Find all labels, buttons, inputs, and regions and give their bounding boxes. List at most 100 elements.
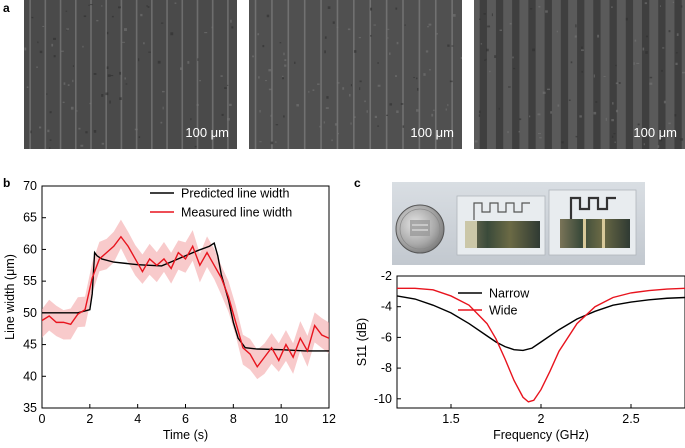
micrograph-speckle xyxy=(426,26,430,28)
micrograph-speckle xyxy=(283,52,285,56)
micrograph-speckle xyxy=(266,14,270,18)
y-tick-label: 65 xyxy=(23,211,37,225)
error-band xyxy=(42,219,329,380)
micrograph-speckle xyxy=(78,127,81,130)
micrograph-speckle xyxy=(491,13,493,17)
micrograph-stripe xyxy=(418,0,421,149)
micrograph-speckle xyxy=(317,83,320,85)
legend-label: Predicted line width xyxy=(181,187,289,201)
micrograph-speckle xyxy=(30,130,32,134)
micrograph-speckle xyxy=(282,75,284,78)
series-line xyxy=(397,295,685,352)
micrograph-speckle xyxy=(342,87,345,90)
micrograph-speckle xyxy=(308,90,310,93)
micrograph-speckle xyxy=(147,6,150,8)
y-tick-label: 70 xyxy=(23,179,37,193)
micrograph-stripe xyxy=(120,0,123,149)
micrograph-speckle xyxy=(485,58,487,61)
micrograph-stripe xyxy=(151,0,153,149)
micrograph-speckle xyxy=(36,66,38,68)
micrograph-stripe xyxy=(320,0,322,149)
micrograph-speckle xyxy=(353,50,357,53)
micrograph-speckle xyxy=(65,10,68,12)
micrograph-stripe xyxy=(181,0,184,149)
micrograph-background xyxy=(24,0,237,149)
micrograph-speckle xyxy=(111,15,114,18)
micrograph-speckle xyxy=(259,141,262,143)
micrograph-2-image xyxy=(249,0,462,149)
micrograph-speckle xyxy=(194,145,197,148)
y-tick-label: -10 xyxy=(374,392,392,406)
micrograph-speckle xyxy=(76,110,78,112)
micrograph-speckle xyxy=(324,36,327,39)
micrograph-3: 100 μm xyxy=(474,0,685,149)
micrograph-speckle xyxy=(386,114,388,116)
micrograph-speckle xyxy=(53,55,56,58)
micrograph-speckle xyxy=(26,86,29,88)
micrograph-speckle xyxy=(258,76,260,79)
micrograph-speckle xyxy=(668,30,671,33)
micrograph-speckle xyxy=(72,79,74,83)
micrograph-speckle xyxy=(331,139,333,142)
micrograph-speckle xyxy=(358,37,361,39)
micrograph-speckle xyxy=(350,122,352,125)
micrograph-speckle xyxy=(425,50,429,53)
micrograph-speckle xyxy=(615,109,618,113)
micrograph-speckle xyxy=(24,47,27,51)
legend-label: Narrow xyxy=(489,287,530,301)
micrograph-speckle xyxy=(121,41,125,43)
micrograph-stripe xyxy=(658,0,666,149)
micrograph-speckle xyxy=(101,5,103,7)
micrograph-speckle xyxy=(190,118,192,121)
micrograph-speckle xyxy=(661,69,663,72)
micrograph-speckle xyxy=(637,123,640,126)
micrograph-speckle xyxy=(529,8,533,10)
micrograph-stripe xyxy=(29,0,31,149)
micrograph-speckle xyxy=(202,133,204,137)
micrograph-speckle xyxy=(611,119,614,122)
micrograph-speckle xyxy=(509,22,512,25)
micrograph-speckle xyxy=(296,104,299,107)
scale-bar-label-2: 100 μm xyxy=(410,125,454,140)
micrograph-speckle xyxy=(413,76,415,79)
micrograph-speckle xyxy=(447,103,449,107)
panel-label-c: c xyxy=(354,176,361,190)
micrograph-speckle xyxy=(105,92,109,96)
wide-device-icon xyxy=(548,189,637,256)
series-line xyxy=(42,235,329,369)
micrograph-speckle xyxy=(389,103,393,106)
micrograph-speckle xyxy=(389,52,391,55)
micrograph-speckle xyxy=(610,6,613,8)
micrograph-stripe xyxy=(353,0,355,149)
micrograph-speckle xyxy=(221,113,224,116)
micrograph-speckle xyxy=(668,122,671,125)
micrograph-speckle xyxy=(119,71,122,75)
micrograph-speckle xyxy=(259,110,261,113)
micrograph-speckle xyxy=(268,69,272,72)
micrograph-speckle xyxy=(512,56,514,59)
micrograph-speckle xyxy=(106,66,109,69)
micrograph-speckle xyxy=(370,7,373,11)
micrograph-speckle xyxy=(675,62,678,65)
micrograph-speckle xyxy=(539,137,542,139)
micrograph-speckle xyxy=(60,50,64,52)
micrograph-speckle xyxy=(364,100,366,103)
x-tick-label: 4 xyxy=(134,412,141,426)
micrograph-speckle xyxy=(157,60,161,64)
micrograph-speckle xyxy=(396,110,399,114)
scale-bar-label-1: 100 μm xyxy=(185,125,229,140)
micrograph-stripe xyxy=(227,0,229,149)
micrograph-speckle xyxy=(70,106,74,110)
micrograph-speckle xyxy=(143,42,145,45)
y-axis-label: S11 (dB) xyxy=(355,318,369,366)
micrograph-speckle xyxy=(612,102,614,105)
micrograph-speckle xyxy=(196,103,199,106)
micrograph-speckle xyxy=(49,147,51,149)
micrograph-speckle xyxy=(574,35,577,38)
micrograph-speckle xyxy=(575,24,577,28)
x-tick-label: 6 xyxy=(182,412,189,426)
micrograph-speckle xyxy=(336,26,339,28)
micrograph-stripe xyxy=(641,0,650,149)
micrograph-speckle xyxy=(373,24,376,26)
micrograph-speckle xyxy=(275,124,279,126)
